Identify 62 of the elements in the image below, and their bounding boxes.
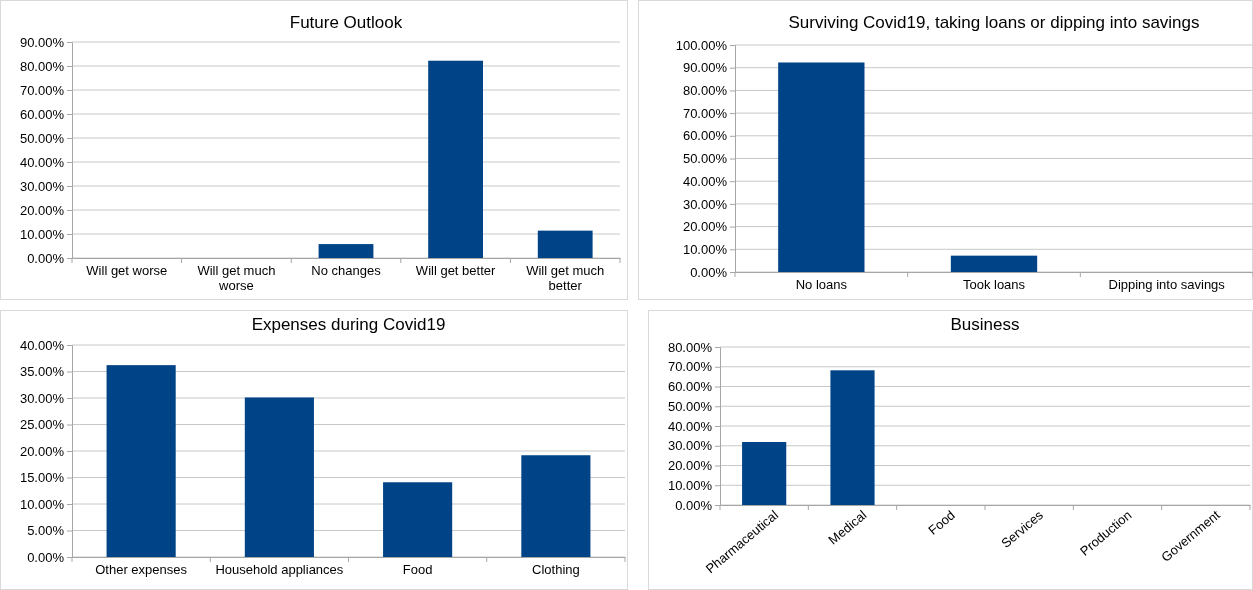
y-tick-label: 10.00% [667,477,713,493]
chart-title: Surviving Covid19, taking loans or dipping into savings [788,13,1200,32]
x-tick-label: Will get much worse [197,263,276,293]
y-tick-label: 10.00% [682,241,728,257]
y-tick-label: 20.00% [19,443,65,459]
chart-title: Business [950,315,1020,334]
x-tick-label: No changes [311,263,382,279]
x-tick-label: Other expenses [95,562,188,578]
y-tick-label: 20.00% [667,458,713,474]
y-tick-label: 30.00% [19,390,65,406]
y-tick-label: 80.00% [682,83,728,99]
y-tick-label: 40.00% [682,173,728,189]
chart-title: Future Outlook [289,13,403,32]
y-tick-label: 10.00% [19,496,65,512]
y-tick-label: 50.00% [19,130,65,146]
y-tick-label: 70.00% [682,105,728,121]
bar [244,397,314,557]
y-tick-label: 60.00% [19,106,65,122]
y-tick-label: 90.00% [19,34,65,50]
x-tick-label: Food [402,562,433,578]
y-tick-label: 60.00% [667,379,713,395]
bar [537,230,593,258]
bar [106,365,176,557]
y-tick-label: 30.00% [19,178,65,194]
y-tick-label: 70.00% [19,82,65,98]
y-tick-label: 60.00% [682,128,728,144]
chart-title: Expenses during Covid19 [251,315,446,334]
y-tick-label: 50.00% [667,398,713,414]
y-tick-label: 40.00% [19,337,65,353]
y-tick-label: 0.00% [690,264,728,280]
x-tick-label: No loans [795,277,848,293]
bar [428,60,483,258]
x-tick-label: Dipping into savings [1108,277,1226,293]
y-tick-label: 40.00% [667,418,713,434]
y-tick-label: 10.00% [19,226,65,242]
y-tick-label: 30.00% [667,438,713,454]
y-tick-label: 25.00% [19,417,65,433]
y-tick-label: 80.00% [667,339,713,355]
y-tick-label: 0.00% [27,250,65,266]
y-tick-label: 20.00% [682,219,728,235]
bar [383,482,453,557]
y-tick-label: 30.00% [682,196,728,212]
bar [318,244,374,258]
x-tick-label: Clothing [532,562,580,578]
x-tick-label: Will get better [415,263,496,279]
x-tick-label: Will get much better [526,263,605,293]
y-tick-label: 0.00% [27,549,65,565]
y-tick-label: 90.00% [682,60,728,76]
x-tick-label: Took loans [962,277,1026,293]
x-tick-label: Household appliances [215,562,344,578]
x-tick-label: Will get worse [86,263,168,279]
y-tick-label: 15.00% [19,470,65,486]
y-tick-label: 20.00% [19,202,65,218]
bar [521,455,591,557]
y-tick-label: 80.00% [19,58,65,74]
y-tick-label: 35.00% [19,364,65,380]
y-tick-label: 100.00% [675,37,728,53]
y-tick-label: 50.00% [682,151,728,167]
y-tick-label: 5.00% [27,523,65,539]
y-tick-label: 0.00% [675,497,713,513]
y-tick-label: 40.00% [19,154,65,170]
y-tick-label: 70.00% [667,359,713,375]
